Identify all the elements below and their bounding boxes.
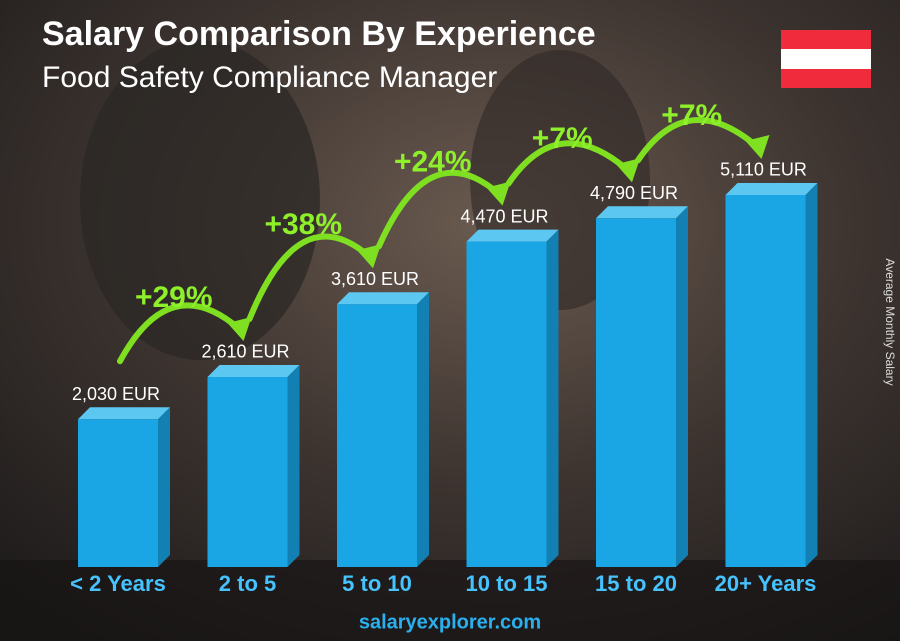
x-tick-label: 5 to 10	[342, 571, 412, 596]
x-tick-label: < 2 Years	[70, 571, 166, 596]
flag-stripe	[781, 30, 871, 49]
value-label: 4,470 EUR	[460, 206, 548, 226]
background-floor	[0, 560, 900, 641]
bar-top	[725, 182, 818, 195]
bar-side	[676, 206, 688, 567]
x-tick-label: 10 to 15	[466, 571, 548, 596]
footer: salaryexplorer.com	[359, 611, 541, 633]
bar-side	[158, 407, 170, 567]
value-label: 4,790 EUR	[590, 183, 678, 203]
change-label: +24%	[394, 146, 472, 179]
chart-subtitle: Food Safety Compliance Manager	[42, 61, 497, 94]
bar-top	[337, 292, 429, 305]
change-label: +7%	[532, 122, 593, 155]
background-figure	[80, 40, 320, 360]
change-arrow	[505, 140, 631, 187]
x-tick-label: 20+ Years	[715, 571, 817, 596]
bar-side	[287, 364, 300, 567]
flag	[781, 30, 871, 88]
change-arrowhead	[227, 316, 252, 341]
bar	[725, 194, 806, 567]
x-tick-label: 2 to 5	[219, 571, 276, 596]
bar-side	[546, 229, 559, 568]
bar-side	[805, 182, 818, 567]
bar	[207, 376, 288, 567]
change-label: +38%	[264, 208, 342, 241]
bar-top	[596, 206, 688, 219]
flag-stripe	[781, 69, 871, 88]
bar	[466, 241, 547, 568]
change-label: +7%	[661, 99, 722, 132]
bar-top	[78, 407, 170, 420]
value-label: 2,610 EUR	[201, 342, 289, 362]
change-arrow	[246, 233, 372, 322]
value-label: 2,030 EUR	[72, 384, 160, 404]
change-label: +29%	[135, 281, 213, 314]
change-arrow	[376, 169, 502, 250]
change-arrowhead	[745, 134, 770, 159]
value-label: 3,610 EUR	[331, 269, 419, 289]
change-arrowhead	[616, 158, 640, 183]
bar	[78, 419, 158, 567]
value-label: 5,110 EUR	[720, 160, 807, 180]
bar-side	[417, 292, 429, 567]
y-axis-label: Average Monthly Salary	[883, 258, 897, 385]
bar-top	[466, 229, 559, 242]
bar	[337, 304, 417, 567]
change-arrow	[635, 117, 761, 164]
change-arrowhead	[357, 244, 381, 269]
change-arrowhead	[486, 181, 511, 206]
x-tick-label: 15 to 20	[595, 571, 677, 596]
flag-stripe	[781, 49, 871, 69]
bar	[596, 218, 676, 567]
bar-top	[207, 364, 300, 377]
change-arrow	[117, 302, 243, 365]
chart-title: Salary Comparison By Experience	[42, 15, 596, 53]
